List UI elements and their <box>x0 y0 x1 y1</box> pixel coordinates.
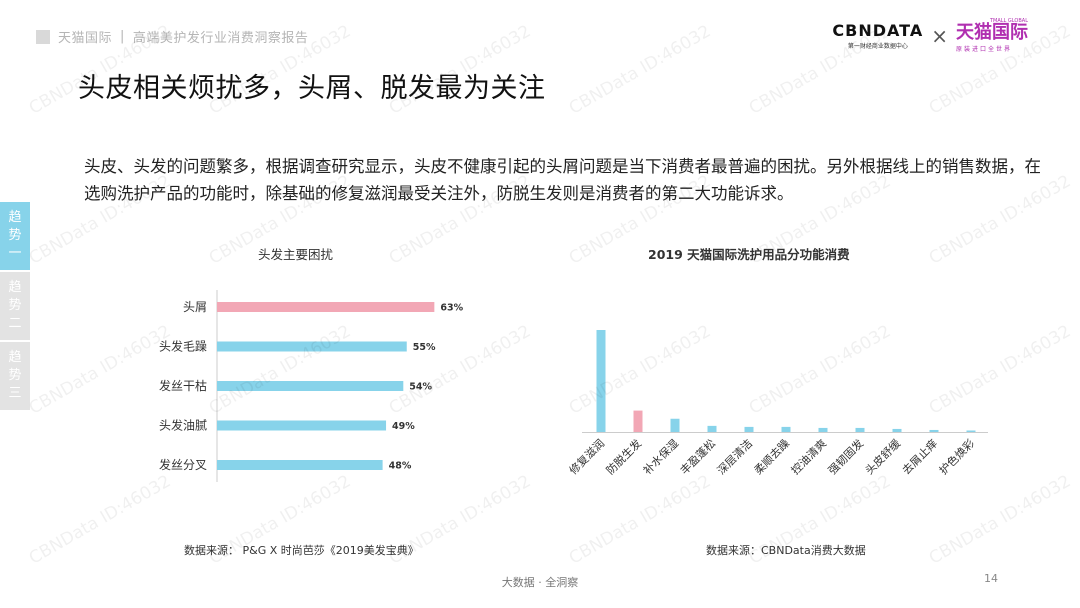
cbndata-logo-text: CBNDATA <box>832 21 924 40</box>
right-chart-category-label: 防脱生发 <box>603 436 644 477</box>
header-report-title: 高端美护发行业消费洞察报告 <box>132 31 309 46</box>
side-tab-trend-2[interactable]: 趋 势 二 <box>0 272 30 340</box>
right-chart-category-label: 补水保湿 <box>640 436 681 477</box>
left-chart-category-label: 发丝分叉 <box>159 457 207 472</box>
right-chart-bar <box>892 428 902 432</box>
cbndata-logo-sub: 第一财经商业数据中心 <box>847 43 908 50</box>
side-tab-char: 趋 <box>8 210 22 225</box>
times-icon: × <box>931 23 948 48</box>
side-tab-char: 二 <box>8 316 22 331</box>
right-chart-bar <box>855 427 865 432</box>
side-tab-trend-3[interactable]: 趋 势 三 <box>0 342 30 410</box>
left-chart-value-label: 55% <box>413 342 436 353</box>
right-chart-category-label: 头皮舒缓 <box>862 436 903 477</box>
right-chart-bar <box>670 418 680 432</box>
side-tab-char: 一 <box>8 246 22 261</box>
header-brand: 天猫国际 <box>58 31 113 46</box>
right-chart-category-label: 控油清爽 <box>788 436 829 477</box>
cbndata-logo: CBNDATA 第一财经商业数据中心 <box>832 21 923 50</box>
right-chart-bar <box>818 427 828 432</box>
report-header: 天猫国际 | 高端美护发行业消费洞察报告 <box>36 27 308 46</box>
intro-paragraph: 头皮、头发的问题繁多，根据调查研究显示，头皮不健康引起的头屑问题是当下消费者最普… <box>84 157 1041 203</box>
side-tab-char: 趋 <box>8 350 22 365</box>
page-title: 头皮相关烦扰多，头屑、脱发最为关注 <box>78 73 546 104</box>
trend-side-tabs: 趋 势 一 趋 势 二 趋 势 三 <box>0 202 30 412</box>
side-tab-char: 趋 <box>8 280 22 295</box>
partner-logos: CBNDATA 第一财经商业数据中心 × TMALL GLOBAL 天猫国际 原… <box>832 18 1028 53</box>
left-chart-value-label: 54% <box>409 382 432 393</box>
left-chart-category-label: 头发油腻 <box>159 418 207 433</box>
right-chart-category-label: 去屑止痒 <box>899 436 940 477</box>
right-chart-category-label: 深层清洁 <box>715 437 755 477</box>
header-square-icon <box>36 29 50 44</box>
left-chart-value-label: 63% <box>440 303 463 314</box>
left-chart-bar <box>217 381 404 391</box>
tmall-logo-small: TMALL GLOBAL <box>989 18 1028 24</box>
footer-slogan: 大数据 · 全洞察 <box>501 576 579 589</box>
right-chart-bar <box>707 425 717 432</box>
side-tab-char: 势 <box>8 228 22 243</box>
left-chart-title: 头发主要困扰 <box>258 247 334 262</box>
right-chart-category-label: 柔顺去躁 <box>752 437 792 477</box>
tmall-logo: TMALL GLOBAL 天猫国际 原装进口全世界 <box>956 18 1028 53</box>
right-chart-bar <box>633 410 643 432</box>
right-chart-title: 2019 天猫国际洗护用品分功能消费 <box>648 247 850 262</box>
right-chart-source: 数据来源：CBNData消费大数据 <box>706 544 866 557</box>
left-chart-bar <box>217 341 407 352</box>
right-chart-category-label: 护色焕彩 <box>936 436 977 477</box>
tmall-logo-text: 天猫国际 <box>956 22 1028 43</box>
side-tab-char: 三 <box>8 386 22 401</box>
left-chart-value-label: 48% <box>389 461 412 472</box>
tmall-logo-sub: 原装进口全世界 <box>956 46 1013 53</box>
right-chart-bar <box>596 330 606 432</box>
right-chart-category-label: 修复滋润 <box>566 436 607 477</box>
side-tab-char: 势 <box>8 298 22 313</box>
left-chart-bar <box>217 460 383 470</box>
left-chart-value-label: 49% <box>392 421 415 432</box>
left-chart-source: 数据来源： P&G X 时尚芭莎《2019美发宝典》 <box>184 544 419 557</box>
left-chart-category-label: 头屑 <box>183 300 207 314</box>
right-chart-bar <box>929 429 939 432</box>
right-chart-bar <box>744 426 754 432</box>
header-separator: | <box>120 29 125 44</box>
side-tab-char: 势 <box>8 368 22 383</box>
page-number: 14 <box>984 572 998 585</box>
right-chart-category-label: 强韧固发 <box>825 436 866 477</box>
side-tab-trend-1[interactable]: 趋 势 一 <box>0 202 30 270</box>
right-chart-category-label: 丰盈蓬松 <box>677 436 718 477</box>
left-chart-category-label: 发丝干枯 <box>159 378 207 393</box>
left-chart-category-label: 头发毛躁 <box>159 339 207 354</box>
left-chart-bar <box>217 420 387 431</box>
right-chart-bar <box>781 426 791 432</box>
right-chart-bar <box>966 430 976 432</box>
left-chart-bar <box>217 302 435 312</box>
